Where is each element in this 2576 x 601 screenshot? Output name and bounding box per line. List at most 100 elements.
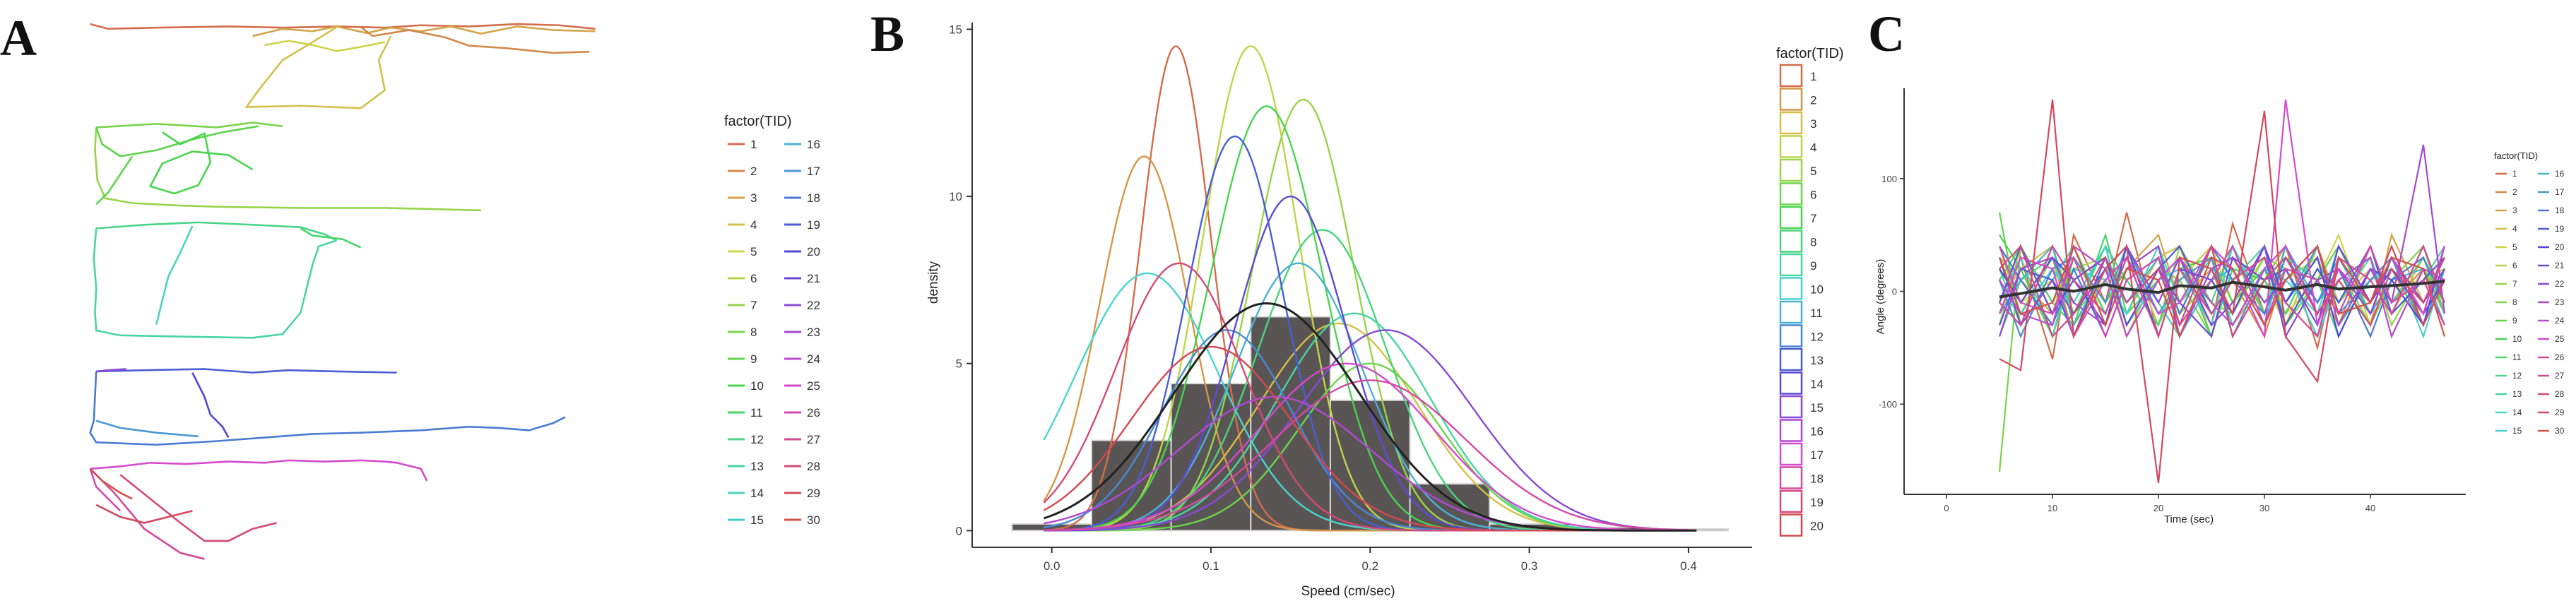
panel-b-legend-key [1779, 158, 1803, 182]
trajectory-2 [252, 25, 596, 37]
panel-c-legend-label: 3 [2512, 206, 2517, 215]
panel-b-legend-key [1779, 347, 1803, 371]
panel-b-legend-title: factor(TID) [1776, 46, 1844, 61]
panel-c-legend-label: 21 [2555, 261, 2565, 270]
panel-a-legend-label: 12 [750, 433, 764, 446]
panel-c-legend-label: 13 [2512, 389, 2522, 399]
c-x-tick-label: 10 [2048, 503, 2057, 513]
panel-a-letter: A [0, 10, 37, 66]
panel-a-legend-label: 11 [750, 406, 763, 419]
panel-b-legend-key [1779, 419, 1803, 442]
trajectory-9 [148, 131, 254, 195]
panel-c-legend-label: 24 [2555, 316, 2565, 326]
panel-c-legend-label: 26 [2555, 352, 2565, 362]
panel-b-legend-label: 10 [1810, 283, 1824, 297]
panel-b-legend-label: 3 [1810, 117, 1816, 131]
panel-b-legend-key [1779, 253, 1803, 277]
panel-c-legend-label: 29 [2555, 407, 2565, 417]
c-y-tick-label: 100 [1881, 174, 1897, 184]
panel-b-ticks: 0.0 0.1 0.2 0.3 0.4 0 5 10 15 [949, 23, 1697, 573]
c-x-tick-label: 20 [2153, 503, 2163, 513]
trajectory-23 [119, 474, 277, 542]
panel-a-legend-label: 24 [807, 352, 820, 366]
panel-c-legend-label: 15 [2512, 426, 2522, 436]
panel-a-legend-label: 8 [750, 326, 757, 339]
panel-b-legend-key [1779, 300, 1803, 324]
trajectory-12 [93, 228, 337, 339]
angle-line-29 [1999, 99, 2445, 484]
panel-b-legend-label: 5 [1810, 165, 1816, 178]
panel-b-legend-key [1779, 206, 1803, 230]
trajectory-18 [95, 419, 199, 438]
panel-a-legend-label: 21 [807, 272, 820, 285]
panel-b-legend-key [1779, 230, 1803, 253]
panel-c-legend-label: 9 [2512, 316, 2517, 326]
panel-b-legend-key [1779, 324, 1803, 347]
trajectory-15 [96, 368, 397, 374]
panel-a-legend-label: 15 [750, 513, 764, 527]
panel-b-legend-label: 1 [1810, 70, 1816, 83]
panel-b-legend-label: 20 [1810, 520, 1824, 533]
panel-b-legend-key [1779, 88, 1803, 111]
panel-a-legend-label: 19 [807, 218, 820, 232]
panel-a-legend-label: 18 [807, 191, 820, 205]
panel-c-legend-label: 14 [2512, 407, 2522, 417]
panel-a-legend-label: 16 [807, 138, 820, 151]
panel-c-legend-label: 19 [2555, 224, 2565, 234]
panel-c-legend-label: 11 [2512, 352, 2522, 362]
trajectory-5 [264, 40, 385, 52]
trajectory-25 [89, 468, 133, 500]
density-curve-17 [1044, 362, 1697, 532]
panel-a-legend-label: 26 [807, 406, 820, 419]
trajectory-7 [94, 127, 481, 212]
panel-b-legend-key [1779, 395, 1803, 419]
panel-b-legend-label: 12 [1810, 331, 1824, 344]
mean-angle-line [1999, 280, 2445, 299]
trajectory-17 [191, 372, 230, 439]
panel-c-y-axis-title: Angle (degrees) [1874, 259, 1886, 335]
panel-c-legend-label: 4 [2512, 224, 2517, 234]
panel-b-legend-key [1779, 111, 1803, 135]
panel-b-legend-label: 17 [1810, 448, 1824, 462]
panel-b-legend-label: 15 [1810, 401, 1824, 415]
panel-b-legend-key [1779, 277, 1803, 300]
trajectory-24 [95, 504, 193, 524]
angle-line-11 [1999, 232, 2445, 339]
panel-a-legend: factor(TID) 1234567891011121314151617181… [724, 114, 820, 527]
panel-a-legend-label: 9 [750, 352, 757, 366]
panel-b-legend-key [1779, 182, 1803, 206]
panel-a-legend-label: 14 [750, 487, 764, 500]
panel-a-legend-label: 27 [807, 433, 820, 446]
panel-c-legend-label: 12 [2512, 371, 2522, 381]
panel-b-legend-label: 18 [1810, 472, 1824, 486]
panel-c-legend-title: factor(TID) [2494, 150, 2538, 161]
panel-b-legend-key [1779, 371, 1803, 395]
panel-c-legend-label: 8 [2512, 297, 2517, 307]
panel-b-legend-key [1779, 442, 1803, 466]
panel-c-legend-label: 22 [2555, 279, 2565, 289]
panel-b-legend-key [1779, 135, 1803, 158]
panel-c-legend-label: 25 [2555, 334, 2565, 344]
panel-b-legend-label: 7 [1810, 212, 1816, 225]
c-x-tick-label: 30 [2259, 503, 2269, 513]
panel-c-legend-label: 18 [2555, 206, 2565, 215]
panel-c-ticks: 0 10 20 30 40 100 0 -100 [1879, 174, 2375, 513]
x-tick-label: 0.1 [1203, 559, 1219, 573]
panel-b-legend-label: 13 [1810, 354, 1824, 367]
y-tick-label: 5 [956, 357, 962, 371]
panel-a-legend-label: 13 [750, 460, 764, 473]
panel-c-legend-label: 5 [2512, 242, 2517, 252]
y-tick-label: 0 [956, 524, 962, 537]
panel-b-letter: B [870, 6, 904, 62]
panel-a-legend-label: 7 [750, 299, 757, 312]
panel-b-legend-key [1779, 489, 1803, 513]
panel-b-legend-label: 4 [1810, 141, 1816, 155]
angle-line-16 [1999, 244, 2446, 339]
panel-a-legend-label: 30 [807, 513, 820, 527]
trajectory-16 [89, 371, 566, 446]
panel-c-legend-label: 20 [2555, 242, 2565, 252]
panel-a-legend-label: 1 [750, 138, 757, 151]
c-y-tick-label: -100 [1879, 399, 1897, 410]
panel-c-legend-label: 28 [2555, 389, 2565, 399]
panel-a-legend-title: factor(TID) [724, 114, 792, 129]
